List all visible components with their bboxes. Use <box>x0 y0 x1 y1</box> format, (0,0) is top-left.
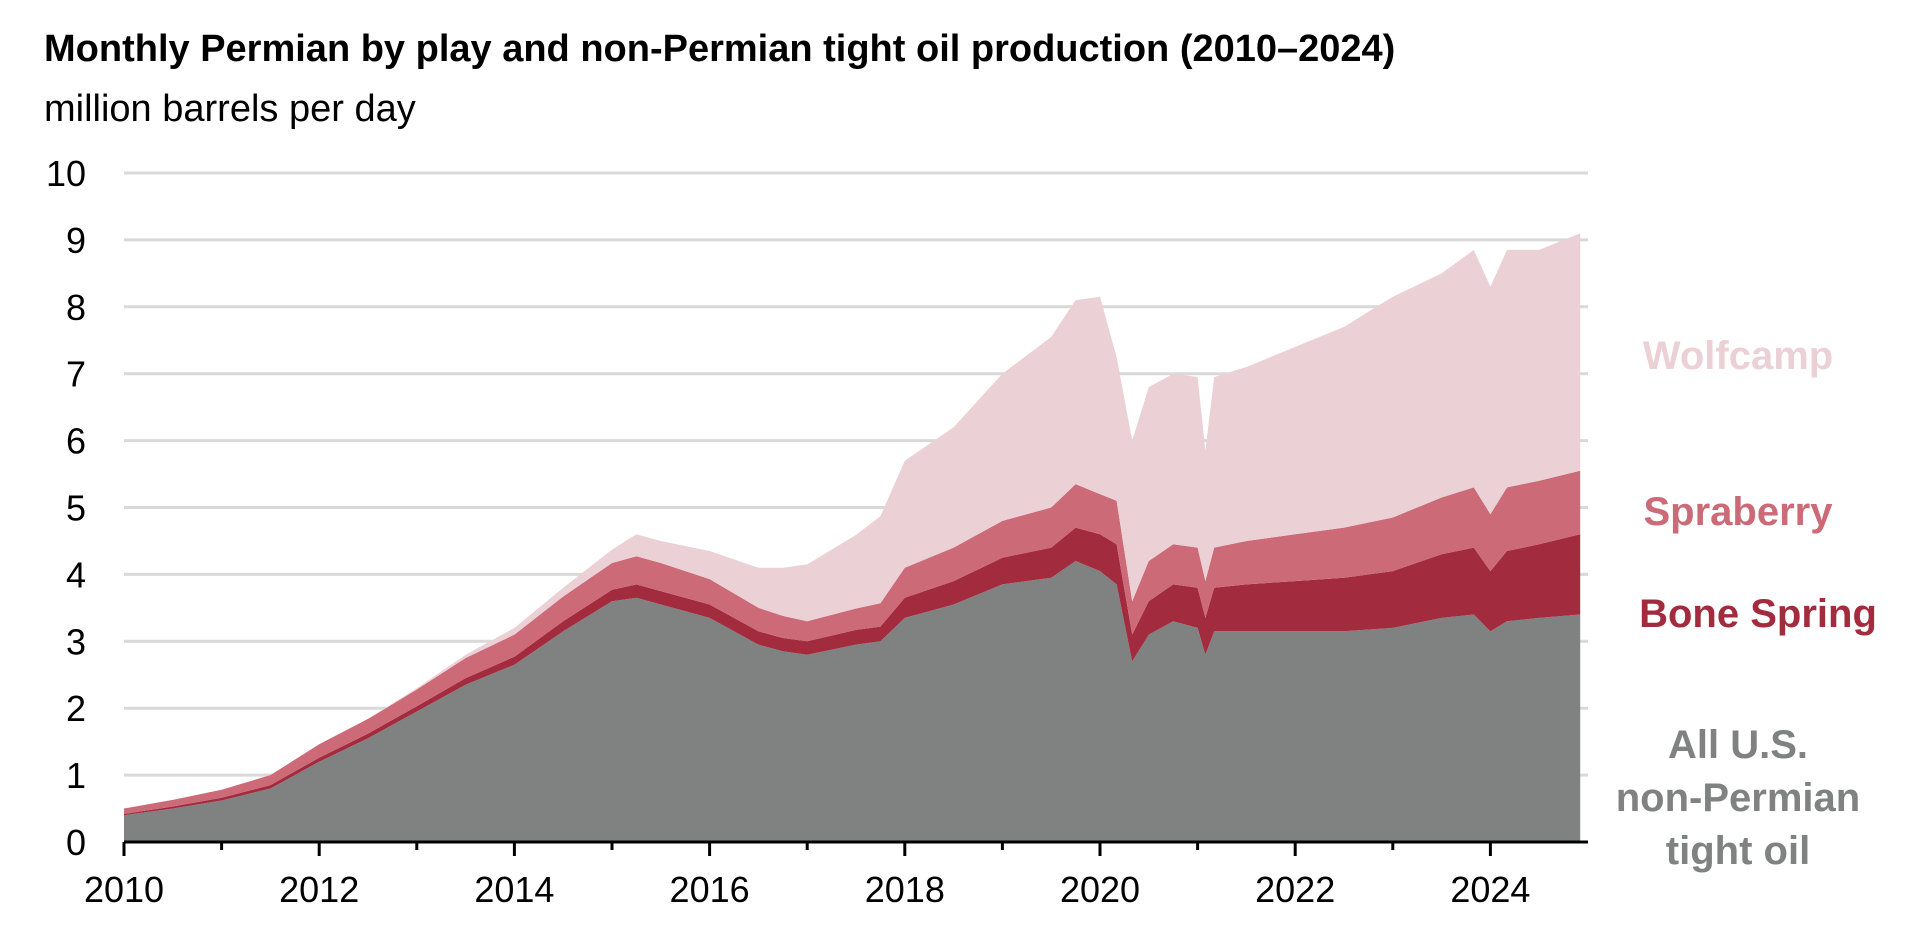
x-tick-label: 2024 <box>1450 869 1530 910</box>
y-tick-label: 1 <box>66 755 86 796</box>
label-non-permian-line-2: tight oil <box>1666 829 1810 873</box>
area-series-1 <box>124 527 1581 816</box>
y-tick-label: 2 <box>66 688 86 729</box>
chart-title: Monthly Permian by play and non-Permian … <box>44 28 1396 70</box>
y-tick-label: 0 <box>66 822 86 863</box>
area-series-3 <box>124 233 1581 809</box>
y-tick-label: 5 <box>66 488 86 529</box>
y-tick-label: 3 <box>66 621 86 662</box>
x-tick-label: 2010 <box>84 869 164 910</box>
chart-subtitle: million barrels per day <box>44 88 416 130</box>
x-tick-label: 2016 <box>670 869 750 910</box>
area-series <box>124 233 1581 842</box>
y-tick-label: 8 <box>66 287 86 328</box>
label-wolfcamp: Wolfcamp <box>1643 334 1833 378</box>
x-tick-label: 2018 <box>865 869 945 910</box>
y-tick-label: 6 <box>66 421 86 462</box>
y-tick-label: 4 <box>66 554 86 595</box>
y-tick-label: 9 <box>66 220 86 261</box>
y-tick-labels: 0 1 2 3 4 5 6 7 8 9 10 <box>46 153 86 863</box>
y-tick-label: 7 <box>66 354 86 395</box>
x-tick-label: 2012 <box>279 869 359 910</box>
x-tick-labels: 2010 2012 2014 2016 2018 2020 2022 2024 <box>84 842 1530 910</box>
label-non-permian-line-1: non-Permian <box>1616 776 1860 820</box>
x-tick-label: 2020 <box>1060 869 1140 910</box>
x-tick-label: 2022 <box>1255 869 1335 910</box>
x-tick-label: 2014 <box>474 869 554 910</box>
series-labels: Wolfcamp Spraberry Bone Spring All U.S. non-… <box>1616 334 1877 873</box>
y-tick-label: 10 <box>46 153 86 194</box>
area-series-0 <box>124 561 1581 842</box>
area-series-2 <box>124 470 1581 814</box>
label-bone-spring: Bone Spring <box>1639 592 1877 636</box>
label-spraberry: Spraberry <box>1644 490 1834 534</box>
label-non-permian-line-0: All U.S. <box>1668 723 1808 767</box>
